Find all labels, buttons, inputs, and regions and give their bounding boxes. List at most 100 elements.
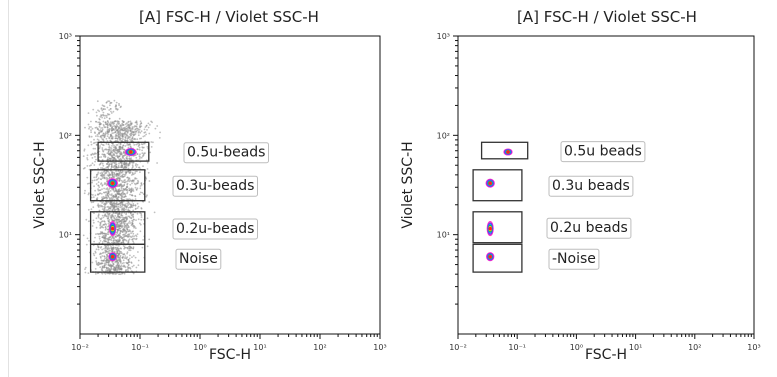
event-dot bbox=[138, 148, 141, 151]
event-dot bbox=[131, 164, 134, 167]
event-dot bbox=[134, 164, 137, 167]
event-dot bbox=[119, 142, 122, 145]
event-dot bbox=[138, 146, 141, 149]
event-dot bbox=[118, 185, 121, 188]
event-dot bbox=[144, 131, 147, 134]
gate-rectangle[interactable] bbox=[472, 243, 523, 273]
event-dot bbox=[102, 150, 105, 153]
event-dot bbox=[99, 178, 102, 181]
event-dot bbox=[119, 146, 122, 149]
event-dot bbox=[98, 146, 101, 149]
event-dot bbox=[126, 176, 129, 179]
event-dot bbox=[156, 125, 159, 127]
event-dot bbox=[123, 179, 125, 182]
event-dot bbox=[141, 246, 144, 249]
event-dot bbox=[95, 217, 98, 220]
event-dot bbox=[104, 246, 107, 249]
event-dot bbox=[93, 212, 95, 215]
event-dot bbox=[126, 124, 129, 127]
event-dot bbox=[93, 254, 96, 257]
event-dot bbox=[139, 223, 142, 226]
event-dot bbox=[131, 162, 134, 164]
event-dot bbox=[120, 184, 122, 187]
event-dot bbox=[118, 188, 121, 191]
gate-rectangle[interactable] bbox=[472, 211, 523, 244]
event-dot bbox=[156, 162, 159, 164]
event-dot bbox=[112, 262, 114, 265]
event-dot bbox=[108, 109, 111, 111]
event-dot bbox=[122, 220, 124, 223]
event-dot bbox=[99, 172, 102, 175]
event-dot bbox=[86, 165, 89, 167]
event-dot bbox=[123, 207, 126, 210]
event-dot bbox=[110, 147, 113, 150]
event-dot bbox=[118, 244, 120, 247]
contour-level bbox=[486, 180, 494, 187]
event-dot bbox=[146, 161, 149, 164]
event-dot bbox=[115, 125, 117, 128]
gate-rectangle[interactable] bbox=[89, 169, 146, 202]
event-dot bbox=[112, 127, 115, 130]
event-dot bbox=[97, 216, 100, 219]
event-dot bbox=[106, 130, 109, 133]
event-dot bbox=[116, 148, 119, 151]
event-dot bbox=[101, 198, 104, 201]
event-dot bbox=[135, 125, 138, 128]
event-dot bbox=[96, 127, 99, 130]
event-dot bbox=[123, 148, 126, 151]
event-dot bbox=[120, 268, 123, 270]
event-dot bbox=[87, 112, 90, 114]
event-dot bbox=[93, 240, 95, 243]
event-dot bbox=[104, 240, 107, 243]
event-dot bbox=[103, 237, 106, 240]
event-dot bbox=[100, 143, 103, 146]
event-dot bbox=[114, 189, 117, 192]
event-dot bbox=[109, 102, 112, 104]
event-dot bbox=[137, 205, 140, 208]
event-dot bbox=[112, 110, 115, 113]
gate-rectangle[interactable] bbox=[97, 141, 150, 162]
event-dot bbox=[104, 182, 106, 184]
event-dot bbox=[95, 257, 98, 260]
event-dot bbox=[128, 172, 131, 175]
event-dot bbox=[98, 156, 101, 159]
event-dot bbox=[113, 206, 115, 209]
event-dot bbox=[92, 221, 95, 224]
event-dot bbox=[134, 186, 137, 189]
event-dot bbox=[85, 243, 88, 246]
event-dot bbox=[109, 205, 112, 208]
event-dot bbox=[88, 240, 90, 242]
event-dot bbox=[92, 194, 94, 196]
event-dot bbox=[117, 150, 119, 153]
event-dot bbox=[97, 248, 100, 251]
event-dot bbox=[136, 153, 139, 155]
event-dot bbox=[114, 162, 116, 165]
event-dot bbox=[94, 156, 96, 158]
event-dot bbox=[98, 150, 101, 153]
event-dot bbox=[137, 145, 140, 148]
x-tick-label: 10⁰ bbox=[193, 343, 206, 352]
event-dot bbox=[103, 203, 105, 206]
event-dot bbox=[124, 229, 127, 232]
event-dot bbox=[105, 227, 107, 230]
event-dot bbox=[139, 230, 142, 233]
event-dot bbox=[118, 155, 121, 158]
event-dot bbox=[126, 268, 129, 271]
event-dot bbox=[112, 154, 115, 157]
event-dot bbox=[119, 189, 122, 192]
gate-rectangle[interactable] bbox=[89, 243, 146, 273]
event-dot bbox=[146, 245, 149, 248]
event-dot bbox=[119, 232, 121, 235]
x-tick-label: 10² bbox=[688, 343, 701, 352]
event-dot bbox=[132, 218, 135, 221]
gate-rectangle[interactable] bbox=[480, 141, 529, 160]
event-dot bbox=[136, 164, 139, 166]
event-dot bbox=[101, 143, 104, 146]
event-dot bbox=[120, 152, 123, 155]
event-dot bbox=[106, 174, 109, 177]
event-dot bbox=[101, 252, 104, 255]
event-dot bbox=[146, 217, 149, 220]
gate-rectangle[interactable] bbox=[472, 169, 523, 202]
event-dot bbox=[150, 146, 153, 148]
event-dot bbox=[106, 233, 109, 236]
